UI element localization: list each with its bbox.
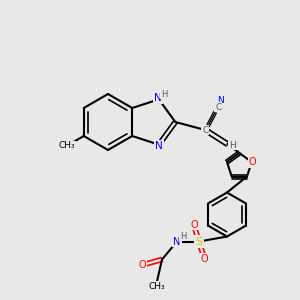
Text: H: H [180,232,186,241]
Text: C: C [215,103,221,112]
Text: N: N [155,141,163,151]
Text: O: O [190,220,198,230]
Text: N: N [173,236,181,247]
Text: O: O [200,254,208,263]
Text: C: C [202,125,208,134]
Text: H: H [229,140,236,149]
Text: S: S [195,236,203,247]
Text: N: N [154,93,162,103]
Text: CH₃: CH₃ [58,142,75,151]
Text: N: N [217,95,224,104]
Text: CH₃: CH₃ [149,282,165,291]
Text: H: H [161,90,167,99]
Text: O: O [138,260,146,269]
Text: O: O [249,157,256,167]
